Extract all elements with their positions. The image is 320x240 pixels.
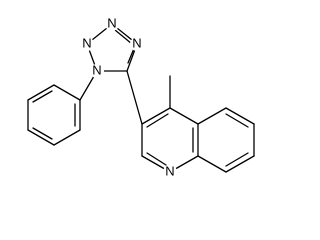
- atom-label: N: [92, 62, 101, 77]
- structure-diagram: N N N N N: [27, 15, 255, 179]
- atom-label: N: [132, 35, 141, 50]
- atom-label: N: [82, 35, 91, 50]
- bonds: [27, 23, 255, 173]
- atom-labels: N N N N N: [80, 15, 177, 179]
- atom-label: N: [107, 15, 116, 30]
- atom-label: N: [165, 163, 174, 178]
